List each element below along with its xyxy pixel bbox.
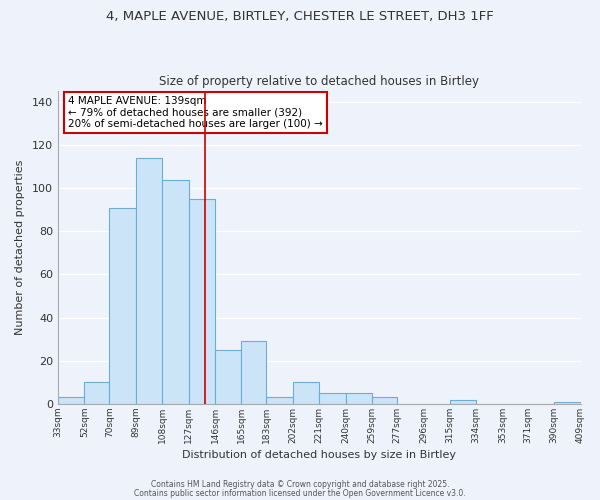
Bar: [241, 342, 266, 404]
X-axis label: Distribution of detached houses by size in Birtley: Distribution of detached houses by size …: [182, 450, 456, 460]
Bar: [319, 393, 346, 404]
Bar: [346, 393, 372, 404]
Bar: [85, 382, 109, 404]
Title: Size of property relative to detached houses in Birtley: Size of property relative to detached ho…: [159, 76, 479, 88]
Bar: [215, 350, 241, 404]
Bar: [450, 400, 476, 404]
Bar: [266, 398, 293, 404]
Bar: [58, 398, 85, 404]
Bar: [293, 382, 319, 404]
Bar: [136, 158, 162, 404]
Bar: [554, 402, 581, 404]
Bar: [372, 398, 397, 404]
Text: 4 MAPLE AVENUE: 139sqm
← 79% of detached houses are smaller (392)
20% of semi-de: 4 MAPLE AVENUE: 139sqm ← 79% of detached…: [68, 96, 323, 129]
Text: 4, MAPLE AVENUE, BIRTLEY, CHESTER LE STREET, DH3 1FF: 4, MAPLE AVENUE, BIRTLEY, CHESTER LE STR…: [106, 10, 494, 23]
Bar: [109, 208, 136, 404]
Text: Contains HM Land Registry data © Crown copyright and database right 2025.: Contains HM Land Registry data © Crown c…: [151, 480, 449, 489]
Bar: [188, 199, 215, 404]
Text: Contains public sector information licensed under the Open Government Licence v3: Contains public sector information licen…: [134, 488, 466, 498]
Y-axis label: Number of detached properties: Number of detached properties: [15, 160, 25, 335]
Bar: [162, 180, 188, 404]
